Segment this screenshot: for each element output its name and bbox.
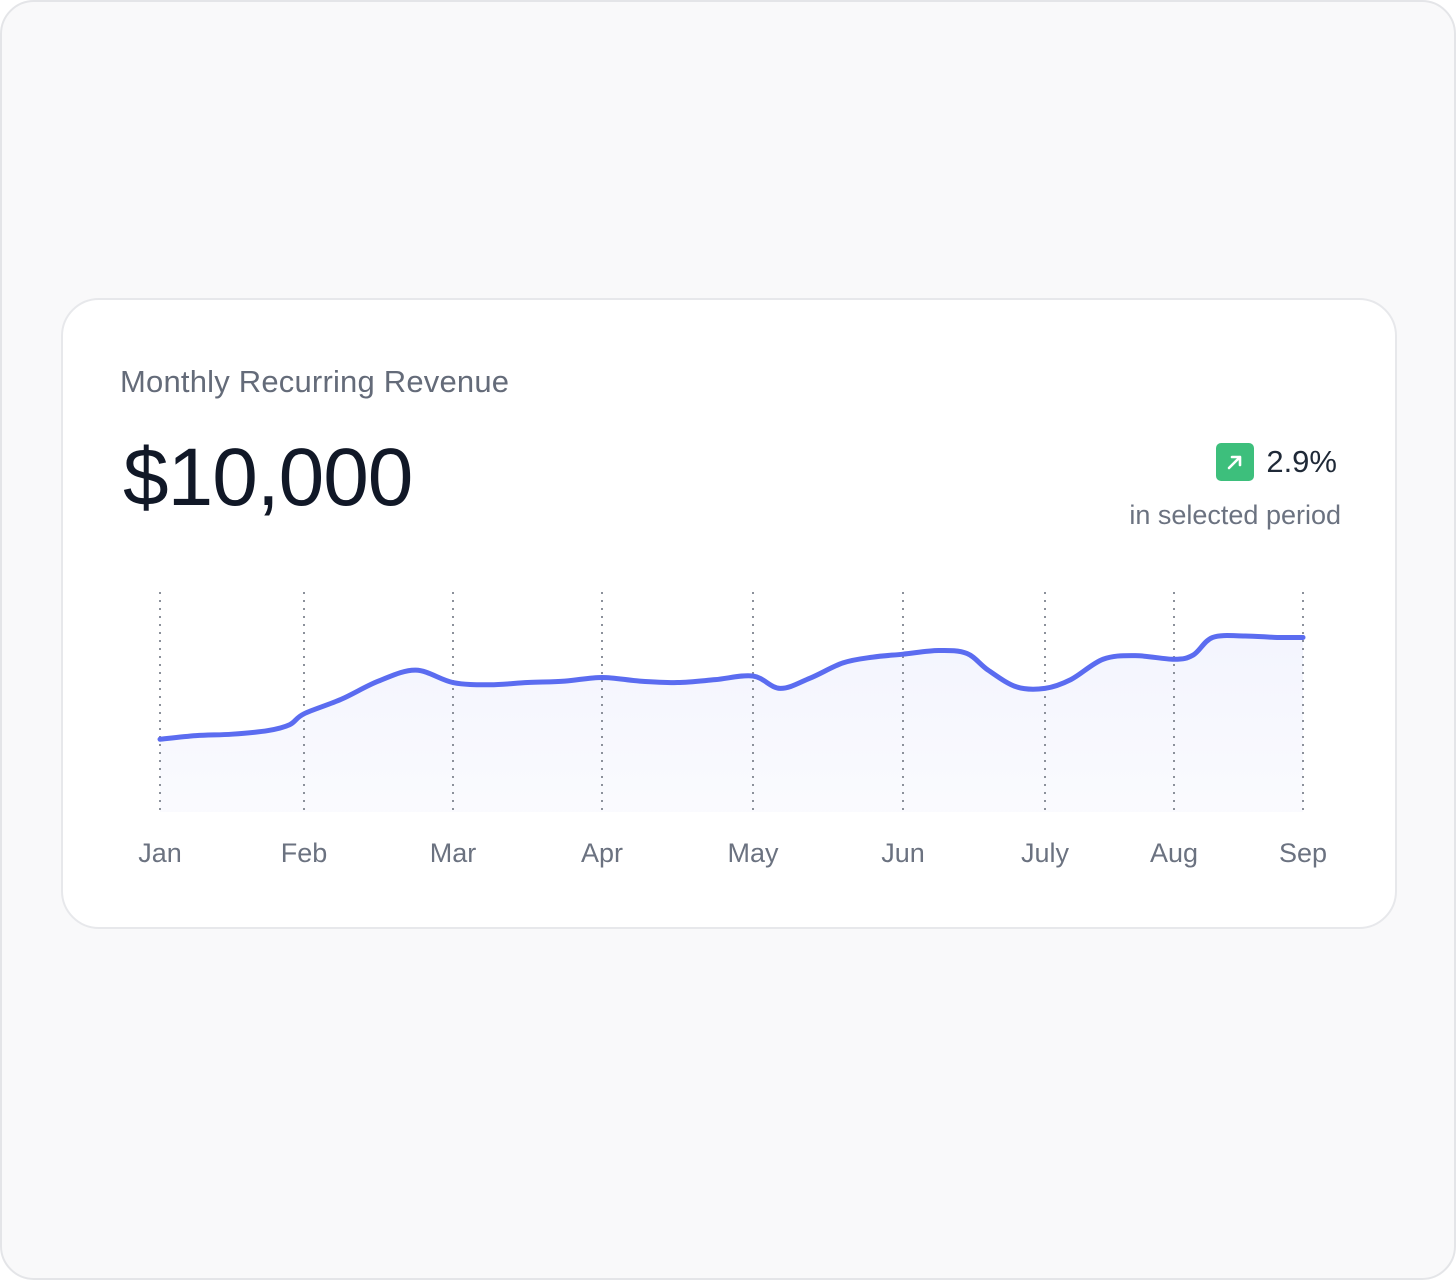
- change-indicator: 2.9%: [1216, 443, 1337, 481]
- x-tick-label: Aug: [1150, 838, 1198, 868]
- x-tick-label: Feb: [281, 838, 328, 868]
- change-percent: 2.9%: [1266, 444, 1337, 479]
- x-tick-label: May: [727, 838, 779, 868]
- trend-up-icon: [1216, 443, 1255, 481]
- card-title: Monthly Recurring Revenue: [120, 364, 510, 399]
- x-tick-label: Jan: [138, 838, 182, 868]
- mrr-value: $10,000: [123, 432, 413, 523]
- x-tick-label: Mar: [430, 838, 477, 868]
- x-tick-label: Apr: [581, 838, 623, 868]
- series-area: [160, 635, 1303, 812]
- period-label: in selected period: [1129, 500, 1341, 530]
- series-line: [157, 633, 1306, 742]
- mrr-card: Monthly Recurring Revenue $10,000 2.9% i…: [61, 298, 1397, 929]
- x-tick-label: July: [1021, 838, 1070, 868]
- revenue-line-chart: Jan Feb Mar Apr May Jun July Aug Sep: [138, 592, 1327, 868]
- x-tick-label: Jun: [881, 838, 925, 868]
- x-tick-label: Sep: [1279, 838, 1327, 868]
